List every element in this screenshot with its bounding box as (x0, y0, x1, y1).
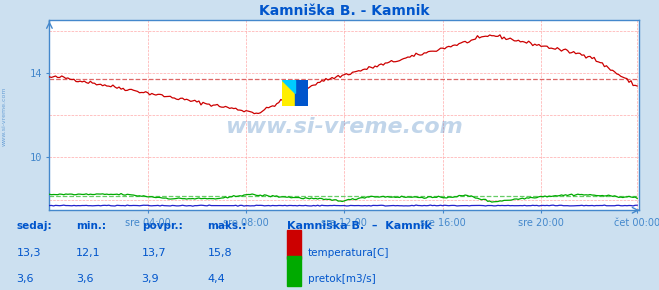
Polygon shape (282, 80, 295, 93)
Text: Kamniška B.  –  Kamnik: Kamniška B. – Kamnik (287, 221, 432, 231)
Text: www.si-vreme.com: www.si-vreme.com (225, 117, 463, 137)
Text: 12,1: 12,1 (76, 248, 100, 258)
Text: 13,3: 13,3 (16, 248, 41, 258)
Text: 3,6: 3,6 (16, 274, 34, 284)
Text: 3,9: 3,9 (142, 274, 159, 284)
Text: povpr.:: povpr.: (142, 221, 183, 231)
FancyBboxPatch shape (287, 256, 301, 286)
Text: 3,6: 3,6 (76, 274, 94, 284)
Text: sedaj:: sedaj: (16, 221, 52, 231)
Bar (295, 80, 308, 106)
Text: 13,7: 13,7 (142, 248, 166, 258)
Text: min.:: min.: (76, 221, 106, 231)
Text: pretok[m3/s]: pretok[m3/s] (308, 274, 376, 284)
Text: maks.:: maks.: (208, 221, 247, 231)
Bar (282, 80, 295, 106)
Title: Kamniška B. - Kamnik: Kamniška B. - Kamnik (259, 4, 430, 18)
Text: 15,8: 15,8 (208, 248, 232, 258)
Text: www.si-vreme.com: www.si-vreme.com (2, 86, 7, 146)
Text: 4,4: 4,4 (208, 274, 225, 284)
Text: temperatura[C]: temperatura[C] (308, 248, 389, 258)
FancyBboxPatch shape (287, 230, 301, 260)
